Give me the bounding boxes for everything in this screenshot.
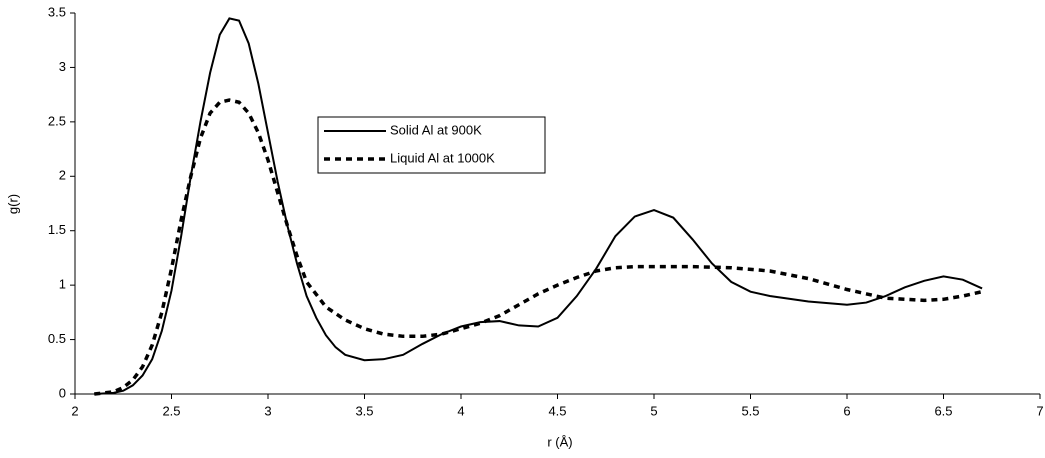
legend-label: Liquid Al at 1000K bbox=[390, 150, 495, 165]
x-tick-label: 6 bbox=[843, 403, 850, 418]
data-line bbox=[94, 17, 983, 395]
x-tick-label: 2.5 bbox=[162, 403, 180, 418]
y-tick-label: 2 bbox=[59, 168, 66, 183]
y-tick-label: 1.5 bbox=[48, 222, 66, 237]
y-tick-label: 0.5 bbox=[48, 331, 66, 346]
y-tick-label: 3 bbox=[59, 59, 66, 74]
legend-label: Solid Al at 900K bbox=[390, 122, 482, 137]
y-tick-label: 0 bbox=[59, 385, 66, 400]
y-tick-label: 3.5 bbox=[48, 4, 66, 19]
x-tick-label: 5 bbox=[650, 403, 657, 418]
x-tick-label: 3.5 bbox=[355, 403, 373, 418]
y-tick-label: 1 bbox=[59, 277, 66, 292]
x-axis-label: r (Å) bbox=[547, 434, 572, 449]
x-tick-label: 2 bbox=[71, 403, 78, 418]
x-tick-label: 4.5 bbox=[548, 403, 566, 418]
x-tick-label: 4 bbox=[457, 403, 464, 418]
x-tick-label: 3 bbox=[264, 403, 271, 418]
y-axis-label: g(r) bbox=[5, 194, 20, 214]
y-tick-label: 2.5 bbox=[48, 113, 66, 128]
x-tick-label: 5.5 bbox=[741, 403, 759, 418]
x-tick-label: 6.5 bbox=[934, 403, 952, 418]
x-tick-label: 7 bbox=[1036, 403, 1043, 418]
legend-box bbox=[317, 116, 546, 174]
